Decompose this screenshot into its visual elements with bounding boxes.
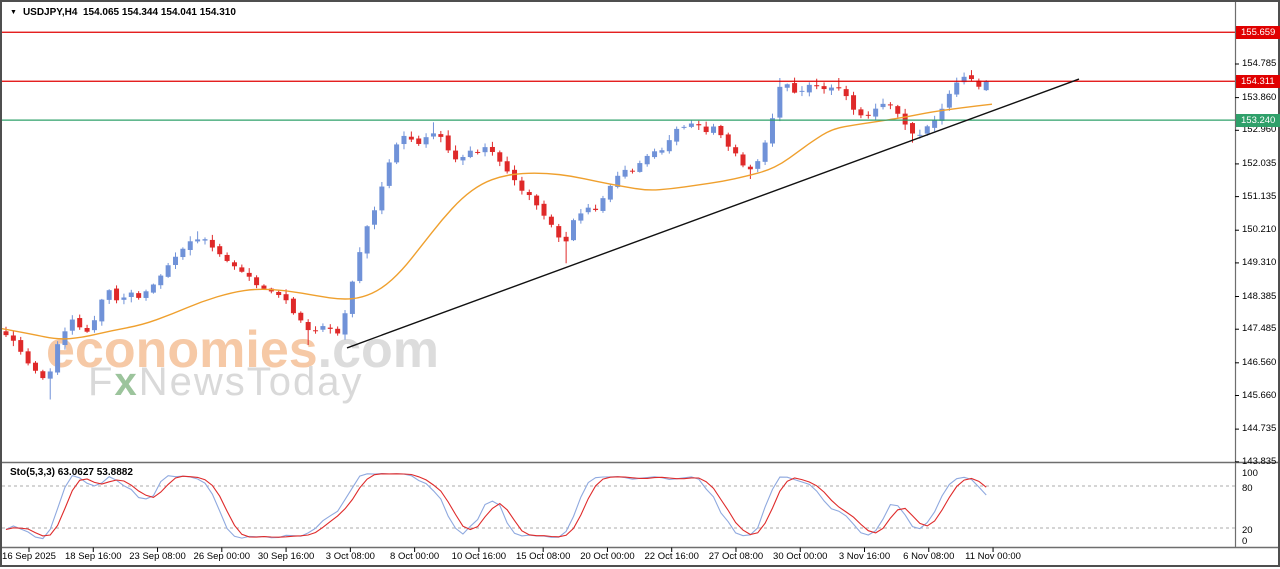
price-tick-label: 151.135: [1242, 190, 1277, 202]
price-tick-label: 152.035: [1242, 157, 1277, 169]
time-axis[interactable]: 16 Sep 2025 18 Sep 16:00 23 Sep 08:00 26 Se…: [2, 548, 1280, 568]
price-level-badge: 153.240: [1236, 113, 1280, 127]
price-tick-label: 146.560: [1242, 356, 1277, 368]
time-tick-label: 30 Oct 00:00: [773, 551, 828, 562]
indicator-scale-label: 100: [1242, 468, 1258, 479]
time-tick-label: 6 Nov 08:00: [903, 551, 955, 562]
time-tick-label: 20 Oct 00:00: [580, 551, 635, 562]
moving-average-line: [2, 103, 993, 340]
time-tick-label: 26 Sep 00:00: [193, 551, 251, 562]
time-tick-label: 22 Oct 16:00: [644, 551, 699, 562]
price-level-badge: 154.311: [1236, 74, 1280, 88]
price-axis[interactable]: 154.785 153.860 152.960 152.035 151.135 150.2…: [1236, 2, 1280, 547]
time-tick-label: 15 Oct 08:00: [515, 551, 571, 562]
symbol-dropdown-icon[interactable]: ▼: [10, 9, 17, 16]
chart-header: ▼ USDJPY,H4 154.065 154.344 154.041 154.3…: [10, 7, 236, 18]
trendline: [346, 78, 1080, 349]
price-tick-label: 144.735: [1242, 423, 1277, 435]
time-tick-label: 16 Sep 2025: [2, 551, 56, 562]
time-tick-label: 23 Sep 08:00: [129, 551, 186, 562]
candles-layer: [3, 70, 989, 400]
time-tick-label: 11 Nov 00:00: [965, 551, 1021, 562]
stochastic-main-line: [5, 473, 987, 540]
price-tick-label: 150.210: [1242, 224, 1277, 236]
time-tick-label: 30 Sep 16:00: [257, 551, 315, 562]
price-tick-label: 148.385: [1242, 290, 1277, 302]
watermark-x-glyph: x: [114, 360, 139, 404]
time-tick-label: 8 Oct 00:00: [390, 551, 440, 562]
price-tick-label: 152.960: [1242, 124, 1277, 136]
price-tick-label: 149.310: [1242, 256, 1277, 268]
watermark-brand: economies: [46, 321, 318, 379]
indicator-name: Sto(5,3,3): [10, 467, 56, 478]
time-tick-label: 18 Sep 16:00: [65, 551, 122, 562]
time-tick-label: 10 Oct 16:00: [451, 551, 507, 562]
stochastic-signal-line: [5, 473, 987, 538]
price-level-badge: 155.659: [1236, 25, 1280, 39]
price-tick-label: 147.485: [1242, 323, 1277, 335]
ohlc-values: 154.065 154.344 154.041 154.310: [82, 7, 236, 18]
symbol-period-label: USDJPY,H4: [22, 7, 78, 18]
price-tick-label: 154.785: [1242, 58, 1277, 69]
indicator-label: Sto(5,3,3) 63.0627 53.8882: [10, 467, 133, 478]
time-tick-label: 3 Nov 16:00: [838, 551, 891, 562]
price-tick-label: 153.860: [1242, 91, 1277, 103]
indicator-scale-label: 20: [1242, 525, 1253, 536]
indicator-main-value: 63.0627: [57, 467, 94, 478]
indicator-scale-label: 0: [1242, 536, 1248, 547]
watermark-economies: economies.com: [46, 324, 439, 376]
price-tick-label: 145.660: [1242, 389, 1277, 401]
time-tick-label: 27 Oct 08:00: [708, 551, 764, 562]
watermark-fxnewstoday: FxNewsToday: [88, 360, 364, 404]
price-tick-label: 143.835: [1242, 455, 1277, 467]
time-tick-label: 3 Oct 08:00: [325, 551, 375, 562]
indicator-signal-value: 53.8882: [96, 467, 133, 478]
indicator-scale-label: 80: [1242, 483, 1253, 494]
